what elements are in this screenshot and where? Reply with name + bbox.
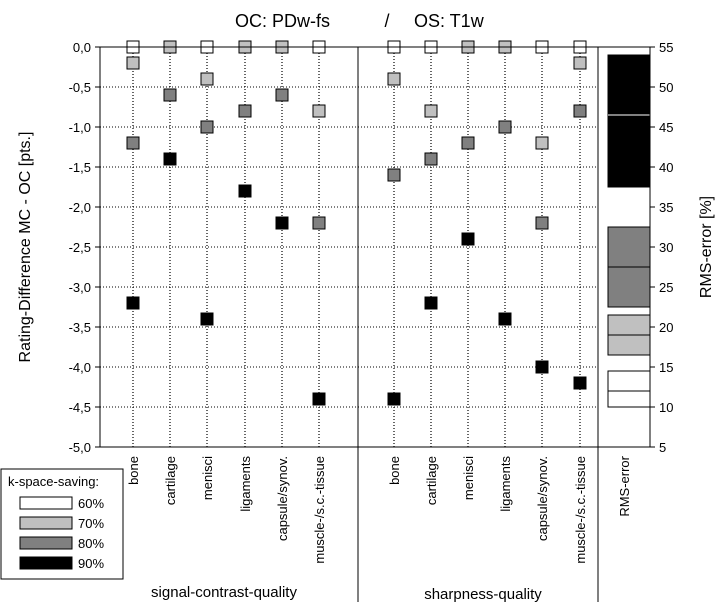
y-tick-label: -0,5 bbox=[69, 80, 91, 95]
data-marker bbox=[498, 120, 512, 134]
data-marker bbox=[424, 296, 438, 310]
category-label: menisci bbox=[461, 456, 476, 500]
legend-swatch bbox=[19, 556, 73, 570]
data-marker bbox=[312, 392, 326, 406]
y2-tick-label: 40 bbox=[659, 160, 673, 175]
y2-tick-label: 15 bbox=[659, 360, 673, 375]
category-label: cartilage bbox=[163, 456, 178, 505]
category-label: cartilage bbox=[424, 456, 439, 505]
rms-error-label: RMS-error bbox=[617, 455, 632, 516]
data-marker bbox=[498, 312, 512, 326]
data-marker bbox=[126, 56, 140, 70]
y2-tick-label: 25 bbox=[659, 280, 673, 295]
title-left: OC: PDw-fs bbox=[235, 11, 330, 31]
y2-axis-label: RMS-error [%] bbox=[698, 196, 715, 298]
category-label: capsule/synov. bbox=[275, 456, 290, 541]
legend-entry: 60% bbox=[78, 496, 104, 511]
data-marker bbox=[461, 232, 475, 246]
rms-box bbox=[607, 370, 651, 408]
data-marker bbox=[126, 296, 140, 310]
title-right: OS: T1w bbox=[414, 11, 485, 31]
data-marker bbox=[163, 152, 177, 166]
plot-frame bbox=[95, 46, 655, 602]
category-label: ligaments bbox=[238, 456, 253, 512]
category-label: bone bbox=[387, 456, 402, 485]
y-tick-label: -1,5 bbox=[69, 160, 91, 175]
data-marker bbox=[238, 184, 252, 198]
data-marker bbox=[387, 392, 401, 406]
y2-tick-label: 30 bbox=[659, 240, 673, 255]
data-marker bbox=[535, 216, 549, 230]
data-marker bbox=[126, 136, 140, 150]
data-marker bbox=[535, 360, 549, 374]
data-marker bbox=[312, 216, 326, 230]
category-label: muscle-/s.c.-tissue bbox=[312, 456, 327, 564]
data-marker bbox=[424, 152, 438, 166]
y-tick-label: 0,0 bbox=[73, 40, 91, 55]
data-marker bbox=[461, 136, 475, 150]
data-marker bbox=[573, 376, 587, 390]
y-tick-label: -1,0 bbox=[69, 120, 91, 135]
legend-swatch bbox=[19, 496, 73, 510]
data-markers bbox=[126, 40, 651, 408]
legend-entry: 80% bbox=[78, 536, 104, 551]
legend-swatch bbox=[19, 516, 73, 530]
data-marker bbox=[573, 56, 587, 70]
y2-tick-label: 50 bbox=[659, 80, 673, 95]
rms-box bbox=[607, 54, 651, 188]
y-tick-label: -4,0 bbox=[69, 360, 91, 375]
y2-tick-label: 35 bbox=[659, 200, 673, 215]
y2-axis-ticks: 55 50 45 40 35 30 25 20 15 10 5 bbox=[659, 40, 673, 455]
title-separator: / bbox=[384, 11, 389, 31]
data-marker bbox=[275, 216, 289, 230]
legend-title: k-space-saving: bbox=[8, 474, 99, 489]
y-tick-label: -2,5 bbox=[69, 240, 91, 255]
legend-swatch bbox=[19, 536, 73, 550]
legend-entry: 70% bbox=[78, 516, 104, 531]
y-axis-ticks: 0,0 -0,5 -1,0 -1,5 -2,0 -2,5 -3,0 -3,5 -4,0 -4,5 -… bbox=[69, 40, 91, 455]
data-marker bbox=[387, 72, 401, 86]
y-tick-label: -2,0 bbox=[69, 200, 91, 215]
data-marker bbox=[200, 120, 214, 134]
y-axis-label: Rating-Difference MC - OC [pts.] bbox=[17, 132, 34, 363]
y2-tick-label: 10 bbox=[659, 400, 673, 415]
category-label: menisci bbox=[200, 456, 215, 500]
group-label-sharpness: sharpness-quality bbox=[424, 586, 542, 602]
category-labels: bone cartilage menisci ligaments capsule/syn… bbox=[126, 456, 588, 564]
group-label-signal-contrast: signal-contrast-quality bbox=[151, 584, 297, 601]
data-marker bbox=[573, 104, 587, 118]
data-marker bbox=[200, 312, 214, 326]
y2-tick-label: 45 bbox=[659, 120, 673, 135]
y-tick-label: -3,5 bbox=[69, 320, 91, 335]
data-marker bbox=[312, 104, 326, 118]
data-marker bbox=[200, 72, 214, 86]
y-tick-label: -5,0 bbox=[69, 440, 91, 455]
legend-entry: 90% bbox=[78, 556, 104, 571]
data-marker bbox=[163, 88, 177, 102]
y-tick-label: -3,0 bbox=[69, 280, 91, 295]
data-marker bbox=[387, 168, 401, 182]
data-marker bbox=[275, 88, 289, 102]
y2-tick-label: 5 bbox=[659, 440, 666, 455]
data-marker bbox=[238, 104, 252, 118]
category-label: bone bbox=[126, 456, 141, 485]
category-label: ligaments bbox=[498, 456, 513, 512]
plot-border bbox=[99, 46, 651, 448]
category-label: muscle-/s.c.-tissue bbox=[573, 456, 588, 564]
y2-tick-label: 20 bbox=[659, 320, 673, 335]
y2-tick-label: 55 bbox=[659, 40, 673, 55]
y-tick-label: -4,5 bbox=[69, 400, 91, 415]
data-marker bbox=[424, 104, 438, 118]
data-marker bbox=[535, 136, 549, 150]
category-label: capsule/synov. bbox=[535, 456, 550, 541]
gridlines bbox=[100, 47, 598, 447]
legend: k-space-saving: 60% 70% 80% 90% bbox=[0, 468, 124, 580]
